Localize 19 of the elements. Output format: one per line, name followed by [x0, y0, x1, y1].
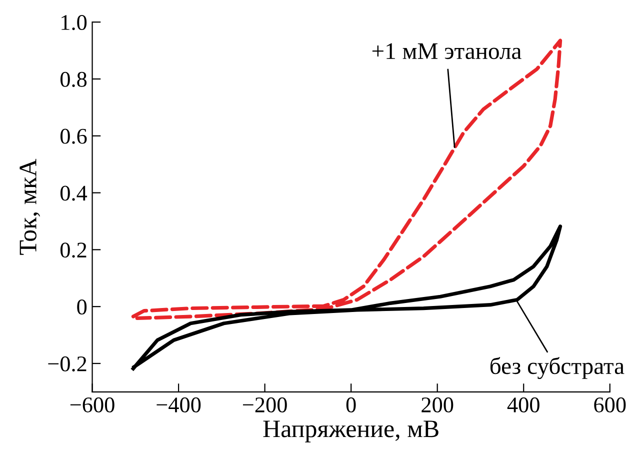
y-tick-label: 0.4 [60, 186, 88, 201]
annotation: +1 мМ этанола [372, 43, 522, 60]
x-tick-label: 0 [346, 397, 356, 412]
y-axis-title: Ток, мкА [20, 158, 40, 255]
x-tick-label: 200 [422, 397, 454, 412]
line-series [131, 38, 562, 320]
y-tick-label: 0.8 [60, 72, 87, 88]
y-tick-label: 0.2 [60, 242, 86, 258]
y-tick-label: −0.2 [48, 356, 86, 372]
x-tick-label: −600 [70, 397, 114, 412]
y-tick-label: 1.0 [62, 15, 87, 30]
y-tick-label: 0 [77, 300, 87, 314]
x-tick-label: 400 [507, 397, 540, 412]
x-tick-label: 600 [594, 397, 626, 412]
x-tick-label: −200 [242, 397, 287, 412]
annotation: без субстрата [490, 357, 624, 379]
x-tick-label: −400 [156, 397, 201, 412]
y-tick-label: 0.6 [60, 128, 87, 144]
x-axis-title: Напряжение, мВ [263, 420, 438, 442]
